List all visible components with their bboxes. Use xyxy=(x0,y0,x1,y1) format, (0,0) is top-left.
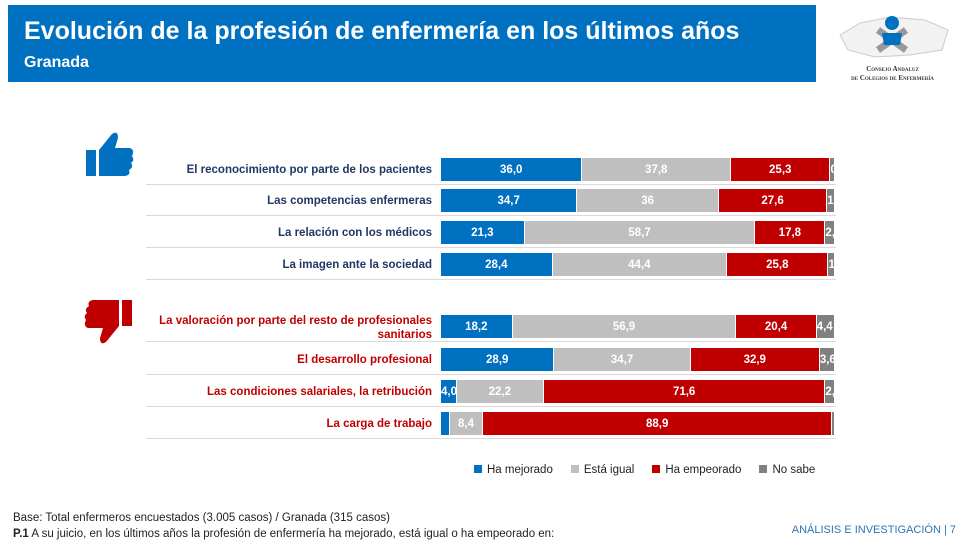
category-label: Las condiciones salariales, la retribuci… xyxy=(207,386,432,398)
row-separator xyxy=(146,406,836,407)
legend-label: Ha mejorado xyxy=(487,464,553,476)
category-label: Las competencias enfermeras xyxy=(267,195,432,207)
bar-segment-ha-mejorado: 34,7 xyxy=(441,189,578,212)
question-note: P.1 A su juicio, en los últimos años la … xyxy=(13,528,554,540)
bar-row: 8,4 88,9 xyxy=(441,412,834,435)
bar-segment-est-igual: 58,7 xyxy=(524,221,756,244)
row-separator xyxy=(146,247,836,248)
bar-segment-ha-empeorado: 32,9 xyxy=(690,348,820,371)
category-label: La imagen ante la sociedad xyxy=(282,259,432,271)
category-label: El desarrollo profesional xyxy=(297,354,432,366)
header-banner: Evolución de la profesión de enfermería … xyxy=(8,5,816,82)
category-label: La carga de trabajo xyxy=(326,418,432,430)
legend: Ha mejorado Está igual Ha empeorado No sabe xyxy=(474,464,815,476)
page-number: ANÁLISIS E INVESTIGACIÓN | 7 xyxy=(791,524,956,536)
legend-item: Ha empeorado xyxy=(652,464,741,476)
bar-segment-ha-mejorado xyxy=(441,412,451,435)
base-note: Base: Total enfermeros encuestados (3.00… xyxy=(13,512,390,524)
category-label: La relación con los médicos xyxy=(277,227,432,239)
bar-segment-no-sabe: 1,4 xyxy=(828,253,834,276)
legend-swatch xyxy=(759,465,768,473)
bar-segment-ha-empeorado: 27,6 xyxy=(718,189,828,212)
thumbs-down-icon xyxy=(82,296,134,355)
logo: Consejo Andaluz de Colegios de Enfermerí… xyxy=(830,5,955,82)
category-label: La valoración por parte del resto de pro… xyxy=(159,315,432,341)
legend-item: Ha mejorado xyxy=(474,464,553,476)
page-subtitle: Granada xyxy=(24,54,89,71)
bar-segment-ha-empeorado: 20,4 xyxy=(736,315,817,338)
row-separator xyxy=(146,374,836,375)
row-separator xyxy=(146,341,836,342)
bar-segment-no-sabe: 2,2 xyxy=(825,380,834,403)
bar-row: 18,2 56,9 20,4 4,4 xyxy=(441,315,834,338)
logo-map-icon xyxy=(839,16,949,58)
legend-label: Está igual xyxy=(583,464,635,476)
row-separator xyxy=(146,279,836,280)
logo-line1: Consejo Andaluz xyxy=(866,65,919,73)
bar-segment-no-sabe: 1,7 xyxy=(827,189,834,212)
bar-segment-no-sabe: 3,6 xyxy=(819,348,834,371)
legend-item: No sabe xyxy=(759,464,815,476)
legend-swatch xyxy=(474,465,482,473)
bar-segment-no-sabe: 4,4 xyxy=(816,315,834,338)
legend-swatch xyxy=(652,465,661,473)
bar-segment-est-igual: 37,8 xyxy=(582,158,732,181)
bar-segment-ha-mejorado: 36,0 xyxy=(441,158,583,181)
bar-segment-est-igual: 22,2 xyxy=(456,380,544,403)
legend-item: Está igual xyxy=(570,464,635,476)
legend-label: Ha empeorado xyxy=(665,464,742,476)
bar-segment-ha-mejorado: 4,0 xyxy=(441,380,457,403)
bar-segment-ha-mejorado: 28,4 xyxy=(441,253,553,276)
bar-segment-ha-mejorado: 28,9 xyxy=(441,348,555,371)
bar-segment-est-igual: 36 xyxy=(577,189,719,212)
bar-segment-ha-empeorado: 25,3 xyxy=(731,158,831,181)
logo-line2: de Colegios de Enfermería xyxy=(851,74,934,82)
bar-segment-est-igual: 34,7 xyxy=(554,348,691,371)
bar-segment-est-igual: 44,4 xyxy=(552,253,728,276)
bar-segment-no-sabe: 0,9 xyxy=(830,158,834,181)
bar-segment-ha-empeorado: 25,8 xyxy=(727,253,829,276)
question-text: A su juicio, en los últimos años la prof… xyxy=(28,528,555,540)
row-separator xyxy=(146,438,836,439)
legend-label: No sabe xyxy=(772,464,816,476)
legend-swatch xyxy=(570,465,579,473)
page-title: Evolución de la profesión de enfermería … xyxy=(24,17,740,45)
bar-segment-ha-empeorado: 88,9 xyxy=(483,412,833,435)
bar-segment-est-igual: 8,4 xyxy=(450,412,484,435)
bar-segment-ha-empeorado: 17,8 xyxy=(755,221,826,244)
bar-segment-no-sabe xyxy=(832,412,834,435)
row-separator xyxy=(146,184,836,185)
bar-segment-no-sabe: 2,2 xyxy=(825,221,834,244)
category-label: El reconocimiento por parte de los pacie… xyxy=(186,164,432,176)
bar-segment-ha-mejorado: 21,3 xyxy=(441,221,525,244)
bar-segment-ha-mejorado: 18,2 xyxy=(441,315,513,338)
question-id: P.1 xyxy=(13,528,29,540)
thumbs-up-icon xyxy=(84,128,136,187)
row-separator xyxy=(146,215,836,216)
bar-segment-est-igual: 56,9 xyxy=(512,315,737,338)
bar-segment-ha-empeorado: 71,6 xyxy=(543,380,826,403)
bar-row: 28,9 34,7 32,9 3,6 xyxy=(441,348,834,371)
